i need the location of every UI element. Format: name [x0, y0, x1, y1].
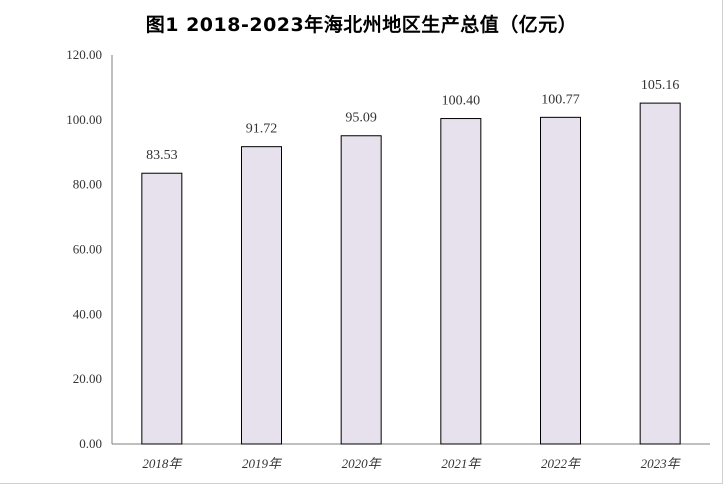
data-label: 105.16 [641, 78, 680, 93]
chart-title: 图1 2018-2023年海北州地区生产总值（亿元） [145, 14, 578, 36]
data-label: 83.53 [146, 148, 178, 163]
x-tick-labels: 2018年 2019年 2020年 2021年 2022年 2023年 [142, 456, 681, 471]
x-tick-label: 2021年 [441, 456, 482, 471]
y-tick-label: 20.00 [73, 371, 102, 386]
x-tick-label: 2019年 [242, 456, 283, 471]
bars [141, 102, 681, 445]
y-tick-label: 100.00 [66, 112, 102, 127]
y-tick-label: 120.00 [66, 47, 102, 62]
x-tick-label: 2018年 [142, 456, 183, 471]
data-label: 95.09 [345, 111, 377, 126]
data-label: 100.77 [541, 92, 580, 107]
bar [340, 135, 382, 445]
x-tick-label: 2022年 [541, 456, 582, 471]
y-tick-label: 60.00 [73, 242, 102, 257]
y-tick-label: 40.00 [73, 306, 102, 321]
bar [241, 146, 282, 445]
data-labels: 83.53 91.72 95.09 100.40 100.77 105.16 [146, 78, 679, 163]
x-tick-label: 2023年 [641, 456, 682, 471]
y-tick-labels: 0.00 20.00 40.00 60.00 80.00 100.00 120.00 [66, 47, 102, 451]
data-label: 100.40 [442, 94, 481, 109]
bar [540, 116, 581, 445]
x-tick-label: 2020年 [342, 456, 383, 471]
bar [639, 102, 681, 445]
bar [440, 118, 482, 445]
y-tick-label: 0.00 [79, 436, 102, 451]
bar [141, 172, 183, 445]
y-tick-label: 80.00 [73, 177, 102, 192]
data-label: 91.72 [246, 122, 278, 137]
